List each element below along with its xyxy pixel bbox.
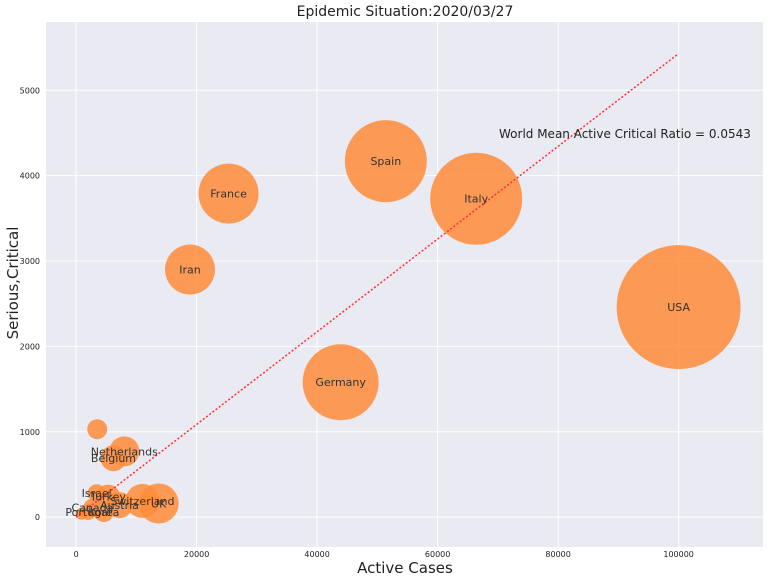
bubble-label: Portugal (65, 506, 111, 519)
chart-title: Epidemic Situation:2020/03/27 (297, 4, 514, 20)
x-tick-label: 20000 (184, 550, 209, 559)
x-axis-ticks: 0 20000 40000 60000 80000 100000 (74, 550, 694, 559)
bubble (165, 244, 216, 295)
x-tick-label: 0 (74, 550, 79, 559)
y-axis-label: Serious,Critical (4, 227, 22, 340)
bubble-label: Spain (370, 155, 401, 168)
x-tick-label: 60000 (425, 550, 450, 559)
x-tick-label: 100000 (663, 550, 694, 559)
bubble (87, 484, 106, 503)
y-tick-label: 4000 (20, 172, 40, 181)
y-tick-label: 3000 (20, 257, 40, 266)
bubble-label: Iran (179, 264, 201, 277)
bubble (344, 120, 427, 203)
x-tick-label: 80000 (545, 550, 570, 559)
bubbles (75, 120, 741, 524)
bubble-label: Korea (88, 506, 119, 519)
mean-ratio-annotation: World Mean Active Critical Ratio = 0.054… (499, 127, 751, 141)
x-tick-label: 40000 (304, 550, 329, 559)
y-tick-label: 2000 (20, 342, 40, 351)
y-axis-ticks: 0 1000 2000 3000 4000 5000 (20, 86, 40, 522)
bubble-label: USA (667, 301, 690, 314)
bubble-label: Netherlands (91, 445, 158, 458)
bubble-label: Germany (315, 376, 366, 389)
bubble-label: Italy (464, 193, 488, 206)
bubble-label: Israel (82, 487, 112, 500)
bubble-label: Canada (71, 502, 113, 515)
bubble-labels: USA Italy Spain Germany France Iran Netherland… (65, 155, 690, 519)
bubble-label: Turkey (89, 491, 126, 504)
y-tick-label: 1000 (20, 428, 40, 437)
x-axis-label: Active Cases (357, 559, 453, 577)
y-tick-label: 5000 (20, 86, 40, 95)
bubble (616, 245, 741, 370)
bubble-label: France (210, 188, 247, 201)
bubble (430, 152, 523, 245)
bubble (100, 445, 127, 472)
bubble-label: Switzerland (110, 495, 174, 508)
trend-line (75, 52, 680, 518)
bubble (87, 419, 108, 440)
bubble (75, 507, 88, 520)
bubble (198, 163, 259, 224)
y-tick-label: 0 (35, 513, 40, 522)
bubble-label: UK (151, 497, 167, 510)
bubble-label: Belgium (91, 452, 136, 465)
bubble (125, 483, 160, 518)
bubble (93, 502, 114, 522)
bubble (302, 344, 379, 421)
bubble-label: Austria (100, 499, 139, 512)
